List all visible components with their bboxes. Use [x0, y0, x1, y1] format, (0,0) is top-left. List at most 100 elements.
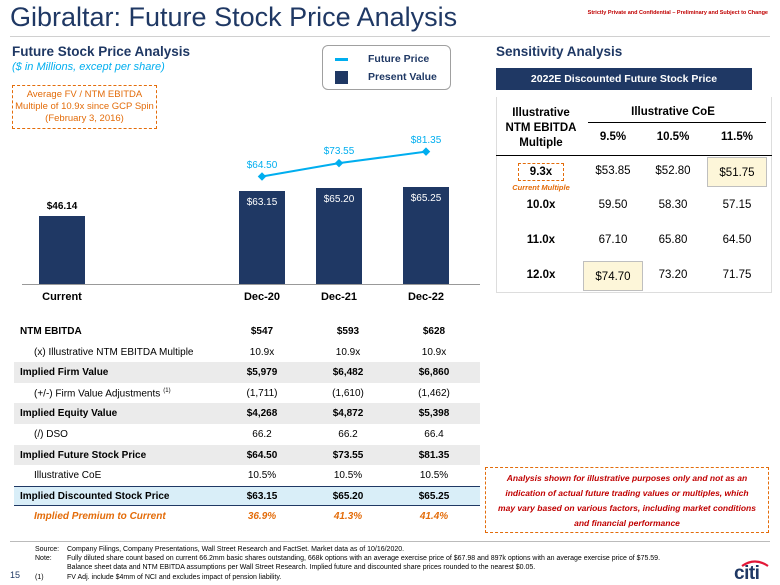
- average-multiple-callout: Average FV / NTM EBITDA Multiple of 10.9…: [12, 85, 157, 129]
- present-value-label: $63.15: [246, 196, 278, 208]
- table-cell: 10.9x: [335, 346, 361, 358]
- table-row-label: Implied Firm Value: [20, 367, 108, 378]
- table-row-label: (/) DSO: [34, 429, 68, 440]
- citi-arc-icon: [741, 560, 769, 567]
- category-label: Dec-20: [243, 291, 281, 303]
- callout-line-2: Multiple of 10.9x since GCP Spin: [15, 101, 154, 112]
- footnote-marker: (1): [163, 387, 171, 394]
- present-value-label: $46.14: [46, 200, 78, 212]
- table-row: (/) DSO 66.2 66.2 66.4: [14, 424, 480, 445]
- sensitivity-col-header: Illustrative CoE: [631, 106, 715, 118]
- row-label-text: NTM EBITDA: [20, 326, 82, 337]
- future-price-chart: $46.14 Current $63.15 Dec-20 $65.20 Dec-21 $65…: [0, 0, 480, 310]
- table-cell: 66.4: [424, 429, 444, 440]
- category-label: Current: [42, 291, 82, 303]
- table-cell: (1,610): [332, 387, 364, 399]
- current-multiple-caption: Current Multiple: [512, 183, 570, 192]
- citi-wordmark: citi: [734, 563, 760, 584]
- sensitivity-header-divider: [496, 155, 772, 156]
- table-cell: 10.9x: [421, 346, 447, 358]
- table-cell: $628: [422, 326, 446, 337]
- category-label: Dec-22: [407, 291, 445, 303]
- sensitivity-grid: 9.5% 10.5% 11.5% 9.3x Current Multiple $53.85…: [512, 131, 767, 291]
- row-label-text: Implied Premium to Current: [34, 511, 166, 523]
- table-cell: (1,711): [246, 387, 278, 399]
- note-text-2: Balance sheet data and NTM EBITDA assump…: [67, 564, 536, 571]
- confidential-notice: Strictly Private and Confidential – Prel…: [587, 10, 768, 16]
- note-label: Note:: [35, 555, 52, 562]
- future-price-label: $73.55: [323, 146, 355, 158]
- sensitivity-cell: 73.20: [658, 269, 688, 281]
- table-cell: $64.50: [246, 449, 278, 461]
- valuation-table: NTM EBITDA $547 $593 $628 (x) Illustrative N…: [14, 321, 480, 531]
- legend-item-future-price: Future Price: [335, 51, 429, 67]
- units-subheading: ($ in Millions, except per share): [12, 61, 165, 73]
- callout-line-3: (February 3, 2016): [45, 113, 124, 124]
- table-cell: $4,268: [246, 408, 278, 420]
- sensitivity-cell: $52.80: [655, 165, 691, 177]
- future-price-label: $64.50: [246, 159, 278, 171]
- current-multiple-badge: 9.3x: [518, 163, 564, 181]
- table-cell: $65.25: [418, 490, 450, 502]
- row-label-text: (+/-) Firm Value Adjustments: [34, 388, 161, 400]
- table-cell: 10.5%: [419, 470, 449, 482]
- sensitivity-cell: 57.15: [722, 199, 752, 211]
- present-value-bar: [316, 187, 362, 284]
- sensitivity-panel: [496, 97, 772, 293]
- section-heading-future-price: Future Stock Price Analysis: [12, 44, 191, 59]
- table-cell: $6,482: [332, 367, 364, 379]
- disclaimer-line-1: Analysis shown for illustrative purposes…: [506, 473, 748, 483]
- future-price-label: $81.35: [410, 134, 442, 146]
- table-row: NTM EBITDA $547 $593 $628: [14, 321, 480, 342]
- table-cell: 66.2: [252, 429, 272, 440]
- table-cell: 10.9x: [249, 346, 275, 358]
- row-header-line-1: Illustrative: [512, 107, 570, 119]
- table-row: (x) Illustrative NTM EBITDA Multiple 10.9…: [14, 342, 480, 363]
- sensitivity-cell: 64.50: [722, 234, 752, 246]
- multiple-row-label: 11.0x: [526, 234, 556, 246]
- table-cell: $5,398: [418, 408, 450, 420]
- table-cell: 41.4%: [419, 511, 449, 523]
- row-label-text: Implied Future Stock Price: [20, 449, 147, 461]
- table-cell: $6,860: [418, 367, 450, 379]
- row-bottom-border: [14, 505, 480, 507]
- line-swatch-icon: [335, 57, 348, 61]
- row-header-line-2: NTM EBITDA: [505, 122, 577, 134]
- table-row: (+/-) Firm Value Adjustments (1) (1,711) (1…: [14, 383, 480, 404]
- table-row: Implied Equity Value $4,268 $4,872 $5,398: [14, 403, 480, 424]
- row-label-text: Implied Equity Value: [20, 408, 118, 420]
- sensitivity-cell: 58.30: [658, 199, 688, 211]
- table-cell: 10.5%: [333, 470, 363, 482]
- callout-line-1: Average FV / NTM EBITDA: [26, 89, 143, 100]
- sensitivity-cell: $74.70: [583, 261, 643, 291]
- table-cell: $593: [336, 326, 360, 337]
- table-row-label: Implied Future Stock Price: [20, 450, 146, 461]
- sensitivity-cell: 71.75: [722, 269, 752, 281]
- future-price-point: [334, 158, 344, 168]
- coe-column-header: 9.5%: [599, 131, 627, 143]
- table-cell: $81.35: [418, 449, 450, 461]
- sensitivity-cell: 67.10: [598, 234, 628, 246]
- row-top-border: [14, 485, 480, 487]
- table-cell: (1,462): [418, 387, 450, 399]
- table-row-label: Implied Equity Value: [20, 408, 117, 419]
- footer-divider: [10, 541, 770, 542]
- row-header-line-3: Multiple: [519, 137, 563, 149]
- coe-column-header: 10.5%: [656, 131, 690, 143]
- chart-baseline: [22, 284, 480, 285]
- section-heading-sensitivity: Sensitivity Analysis: [496, 44, 623, 59]
- table-cell: $4,872: [332, 408, 364, 420]
- source-label: Source:: [35, 546, 60, 553]
- present-value-label: $65.25: [410, 193, 442, 205]
- category-label: Dec-21: [320, 291, 358, 303]
- future-price-point: [257, 172, 267, 181]
- table-row: Implied Future Stock Price $64.50 $73.55 $8…: [14, 444, 480, 466]
- multiple-row-label: 12.0x: [526, 269, 556, 281]
- chart-legend: Future Price Present Value: [322, 45, 451, 90]
- future-price-point: [421, 147, 431, 156]
- sensitivity-banner: 2022E Discounted Future Stock Price: [496, 68, 752, 90]
- table-cell: 41.3%: [333, 511, 363, 523]
- disclaimer-line-3: may vary based on various factors, inclu…: [498, 503, 756, 513]
- table-cell: 66.2: [338, 429, 358, 440]
- col-header-underline: [588, 122, 766, 123]
